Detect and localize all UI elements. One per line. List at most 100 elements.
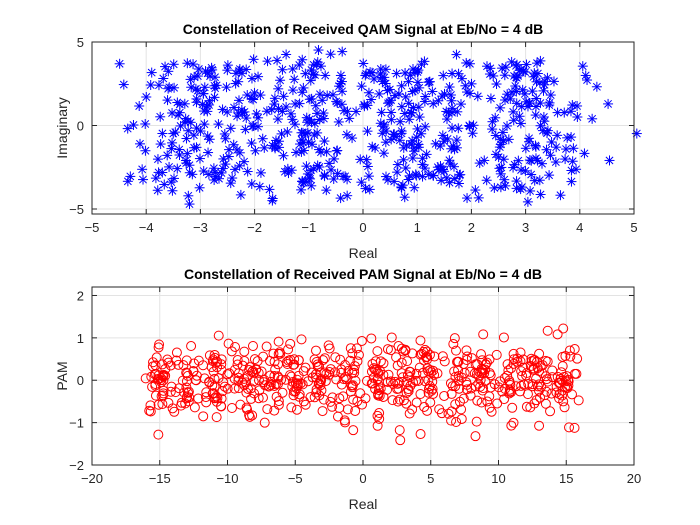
pam-point [355, 388, 366, 399]
qam-point [222, 65, 233, 76]
qam-point [502, 120, 513, 131]
qam-point [462, 193, 473, 204]
qam-point [194, 182, 205, 193]
pam-point [573, 395, 584, 406]
pam-y-tick-label: 2 [77, 288, 84, 303]
qam-point [389, 129, 400, 140]
qam-point [541, 144, 552, 155]
qam-point [464, 121, 475, 132]
pam-point [309, 354, 320, 365]
qam-point [500, 180, 511, 191]
pam-point [569, 422, 580, 433]
pam-point [459, 367, 470, 378]
pam-point [391, 352, 402, 363]
qam-point [386, 114, 397, 125]
qam-point [138, 174, 149, 185]
qam-point [277, 64, 288, 75]
qam-point [191, 142, 202, 153]
qam-point [561, 144, 572, 155]
qam-point [356, 81, 367, 92]
pam-point [147, 381, 158, 392]
qam-point [511, 72, 522, 83]
qam-point [257, 133, 268, 144]
pam-point [233, 375, 244, 386]
pam-point [478, 329, 489, 340]
qam-point [456, 73, 467, 84]
qam-point [446, 107, 457, 118]
pam-point [387, 395, 398, 406]
qam-point [296, 127, 307, 138]
pam-point [439, 356, 450, 367]
pam-point [311, 384, 322, 395]
qam-point [446, 95, 457, 106]
pam-point [396, 368, 407, 379]
pam-point [285, 338, 296, 349]
qam-point [213, 173, 224, 184]
qam-x-tick-label: −4 [139, 220, 154, 235]
pam-point [222, 369, 233, 380]
pam-point [153, 429, 164, 440]
qam-point [360, 183, 371, 194]
pam-y-tick-label: 0 [77, 373, 84, 388]
qam-point [296, 184, 307, 195]
qam-point [273, 83, 284, 94]
qam-point [525, 185, 536, 196]
qam-point [230, 164, 241, 175]
qam-point [211, 80, 222, 91]
qam-point [285, 108, 296, 119]
pam-point [563, 380, 574, 391]
pam-point [223, 338, 234, 349]
qam-point [568, 143, 579, 154]
pam-point [392, 360, 403, 371]
pam-point [167, 403, 178, 414]
pam-point [534, 379, 545, 390]
qam-point [306, 64, 317, 75]
pam-point [476, 397, 487, 408]
pam-point [366, 378, 377, 389]
pam-y-tick-label: −1 [69, 416, 84, 431]
qam-point [499, 174, 510, 185]
pam-point [186, 341, 197, 352]
qam-point [396, 80, 407, 91]
pam-point [373, 390, 384, 401]
qam-point [331, 145, 342, 156]
qam-point [174, 99, 185, 110]
pam-point [422, 405, 433, 416]
qam-point [326, 164, 337, 175]
pam-point [315, 375, 326, 386]
pam-point [402, 356, 413, 367]
qam-point [438, 70, 449, 81]
qam-point [198, 88, 209, 99]
qam-point [199, 119, 210, 130]
qam-point [313, 45, 324, 56]
qam-point [386, 95, 397, 106]
pam-point [182, 387, 193, 398]
qam-point [559, 107, 570, 118]
qam-point [377, 76, 388, 87]
qam-point [155, 139, 166, 150]
pam-x-tick-label: −15 [149, 471, 171, 486]
pam-point [209, 349, 220, 360]
pam-point [477, 385, 488, 396]
qam-point [413, 142, 424, 153]
pam-point [542, 356, 553, 367]
qam-point [448, 141, 459, 152]
pam-point [398, 346, 409, 357]
qam-x-tick-label: −5 [85, 220, 100, 235]
pam-point [224, 368, 235, 379]
pam-point [571, 368, 582, 379]
pam-point [287, 376, 298, 387]
pam-point [198, 411, 209, 422]
pam-point [350, 375, 361, 386]
qam-point [495, 139, 506, 150]
qam-point [157, 128, 168, 139]
pam-point [546, 388, 557, 399]
pam-point [385, 345, 396, 356]
qam-point [186, 82, 197, 93]
pam-point [507, 402, 518, 413]
pam-point [162, 354, 173, 365]
pam-y-tick-label: 1 [77, 331, 84, 346]
qam-point [572, 111, 583, 122]
qam-point [491, 79, 502, 90]
pam-point [327, 401, 338, 412]
